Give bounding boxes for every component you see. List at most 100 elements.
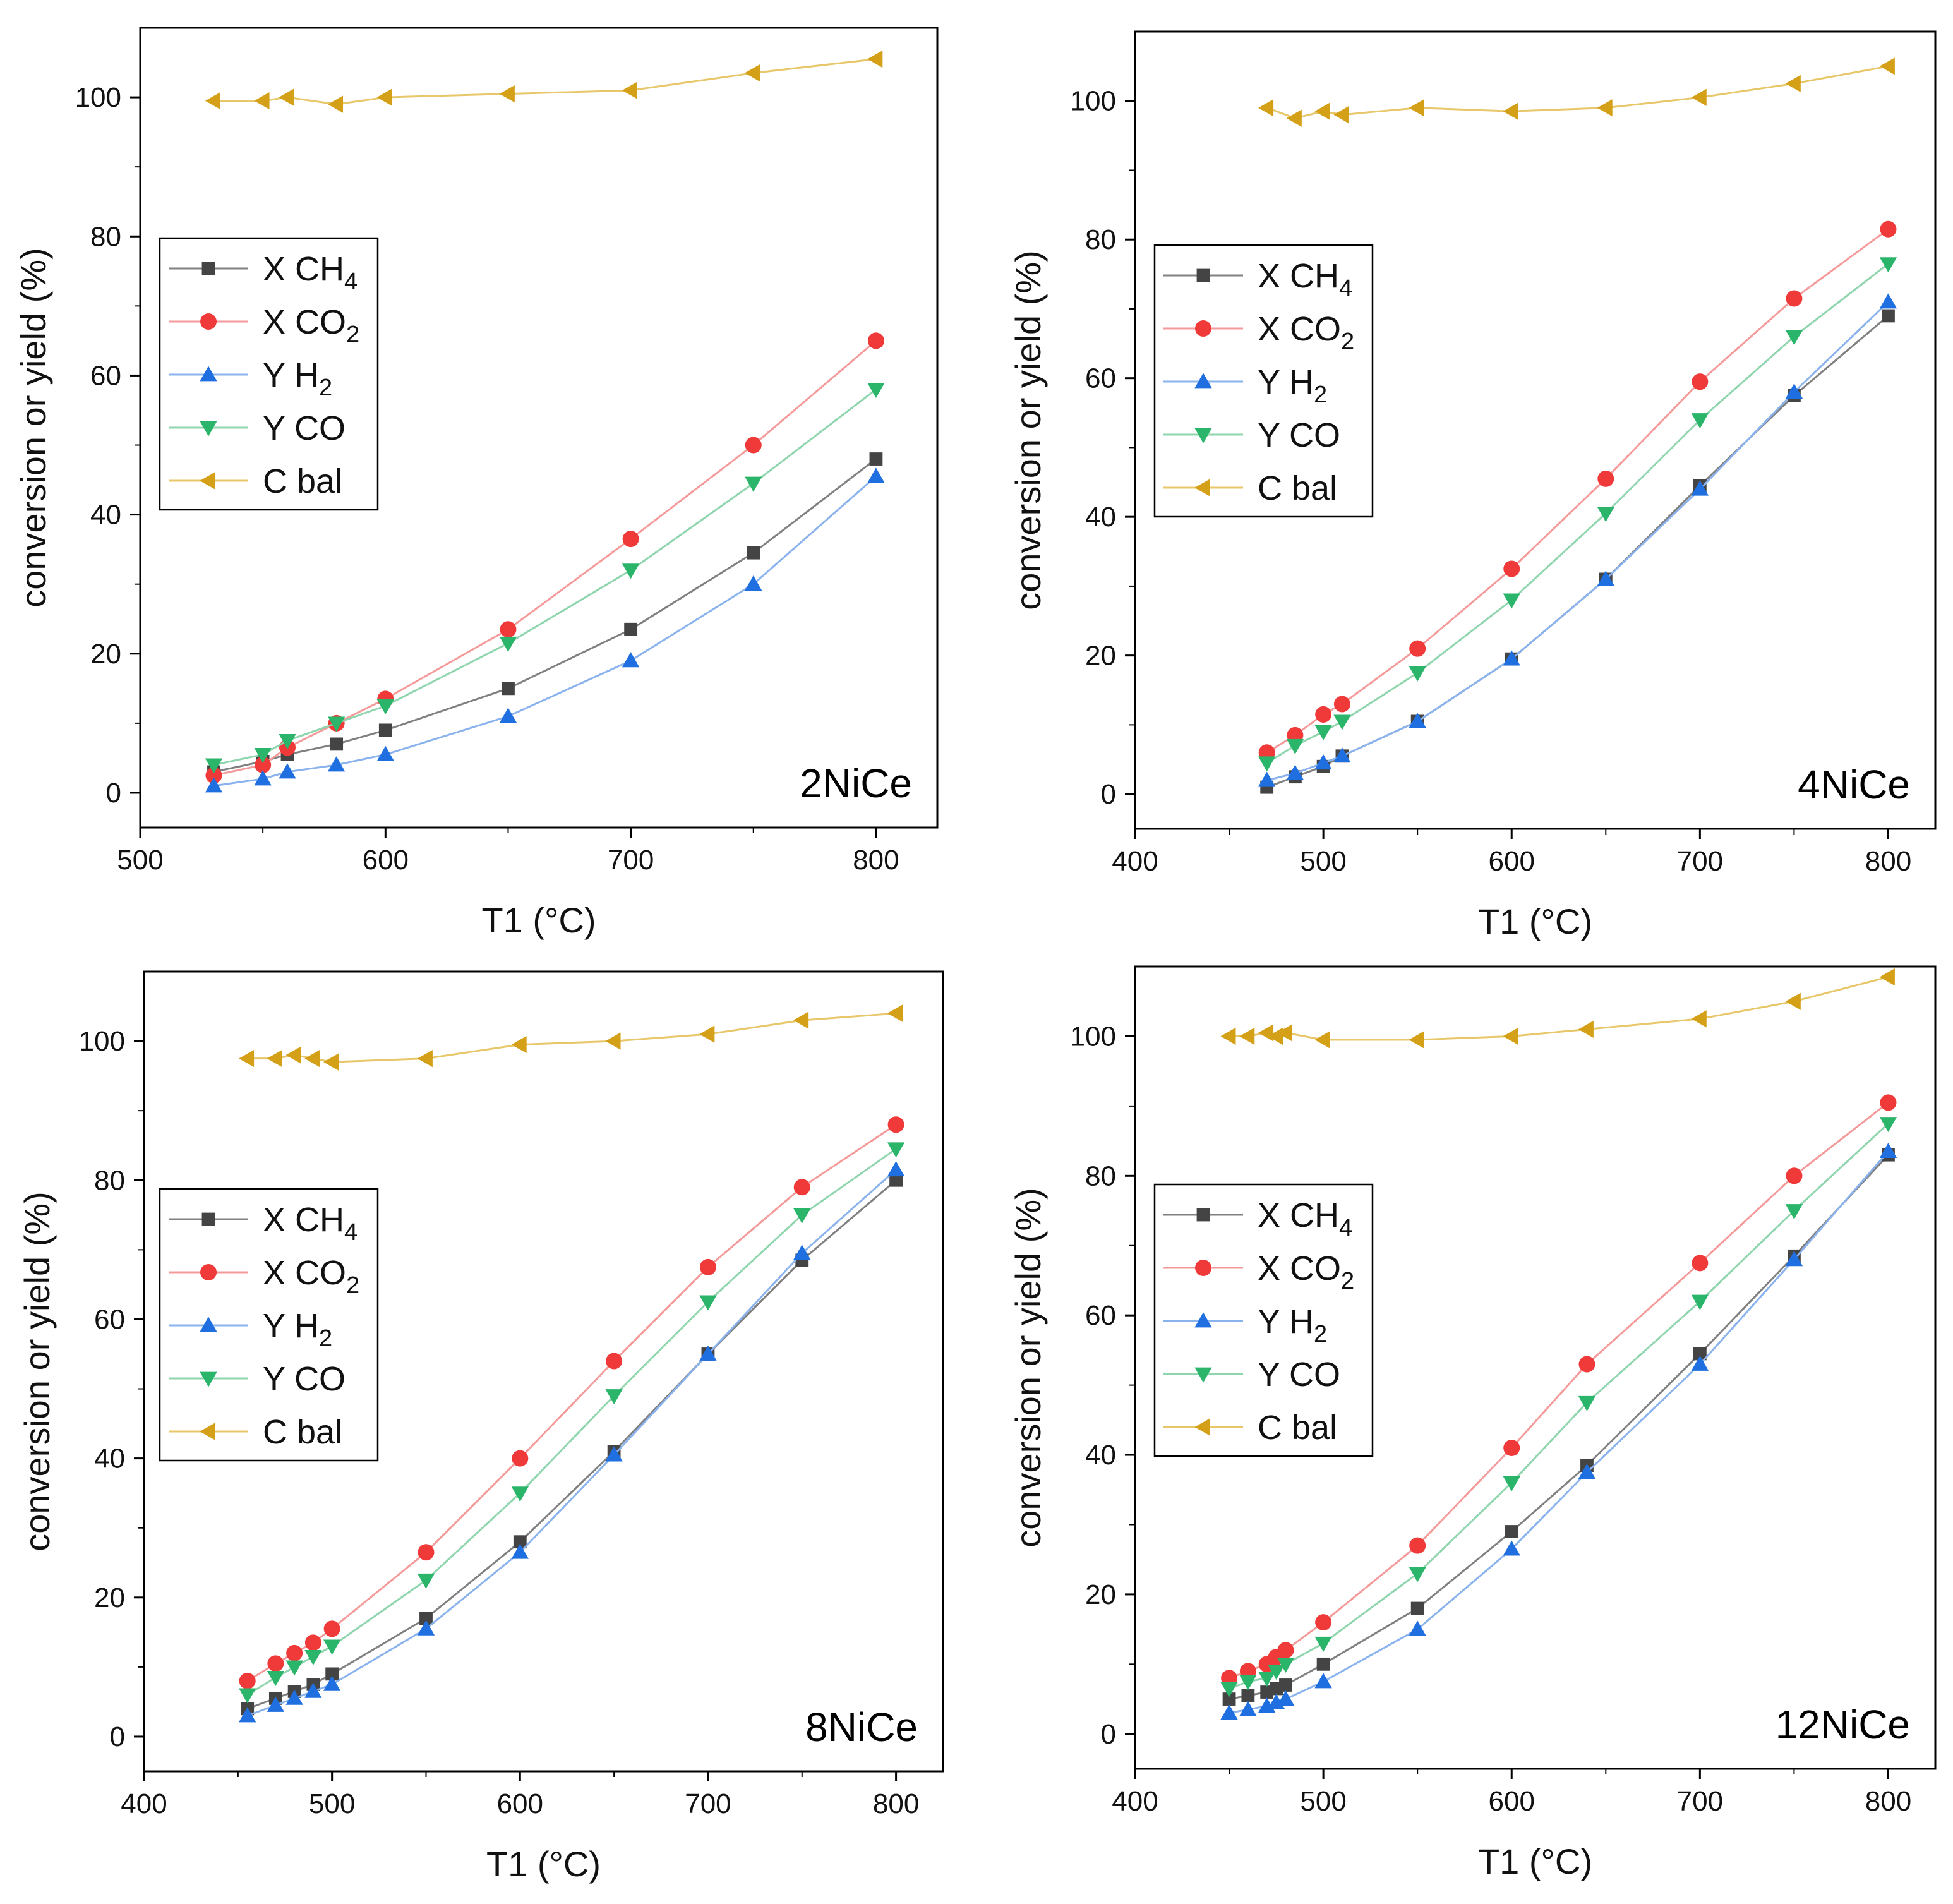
legend-marker-x_ch4 bbox=[201, 262, 215, 275]
x-tick-label: 400 bbox=[121, 1788, 167, 1819]
x-axis-title: T1 (°C) bbox=[1478, 1841, 1592, 1881]
data-point-x_ch4 bbox=[1882, 309, 1895, 323]
data-point-c_bal bbox=[285, 1046, 301, 1064]
data-point-x_ch4 bbox=[330, 737, 344, 751]
data-point-y_h2 bbox=[1409, 1620, 1426, 1636]
y-tick-label: 60 bbox=[90, 360, 121, 391]
data-point-x_ch4 bbox=[1693, 1347, 1707, 1361]
data-point-y_co bbox=[1409, 666, 1426, 682]
data-point-c_bal bbox=[1578, 1020, 1594, 1039]
data-point-y_co bbox=[254, 748, 272, 764]
data-point-x_co2 bbox=[1503, 560, 1520, 577]
x-tick-label: 800 bbox=[1865, 1786, 1911, 1817]
data-point-y_co bbox=[1220, 1682, 1238, 1697]
data-point-y_co bbox=[1578, 1395, 1596, 1411]
legend-entry-x_ch4: X CH4 bbox=[169, 1201, 358, 1246]
legend-marker-y_co bbox=[200, 421, 217, 437]
data-point-c_bal bbox=[867, 50, 883, 68]
x-tick-label: 800 bbox=[853, 845, 899, 876]
data-point-y_h2 bbox=[239, 1707, 256, 1723]
data-point-y_co bbox=[1785, 1204, 1803, 1220]
data-point-x_ch4 bbox=[419, 1612, 433, 1625]
x-tick-label: 400 bbox=[1112, 1786, 1158, 1817]
legend-label: Y H2 bbox=[263, 356, 332, 401]
panel-label: 4NiCe bbox=[1798, 762, 1910, 807]
series-x_co2 bbox=[1258, 220, 1897, 761]
data-point-c_bal bbox=[622, 81, 638, 99]
legend-marker-y_h2 bbox=[200, 366, 217, 382]
legend-label: X CH4 bbox=[263, 1201, 358, 1246]
x-tick-label: 700 bbox=[608, 845, 654, 876]
data-point-c_bal bbox=[1277, 1024, 1292, 1042]
data-point-y_co bbox=[1286, 738, 1304, 754]
data-point-y_co bbox=[285, 1660, 303, 1676]
legend-label: Y H2 bbox=[1258, 1303, 1327, 1347]
legend-label: X CO2 bbox=[263, 303, 359, 348]
data-point-y_h2 bbox=[1314, 1673, 1332, 1689]
y-axis-title: conversion or yield (%) bbox=[17, 1191, 57, 1552]
legend: X CH4 X CO2 Y H2 Y CO C bal bbox=[1153, 1183, 1374, 1457]
data-point-x_co2 bbox=[267, 1655, 284, 1672]
legend-entry-x_ch4: X CH4 bbox=[1163, 1196, 1352, 1241]
data-point-y_h2 bbox=[1785, 1251, 1803, 1267]
legend-label: X CO2 bbox=[263, 1254, 359, 1299]
data-point-y_h2 bbox=[323, 1675, 341, 1691]
x-tick-label: 800 bbox=[873, 1788, 919, 1819]
data-point-c_bal bbox=[605, 1032, 621, 1050]
data-point-c_bal bbox=[254, 92, 270, 110]
data-point-c_bal bbox=[1879, 57, 1895, 75]
legend-entry-x_co2: X CO2 bbox=[1163, 1250, 1354, 1294]
data-point-x_co2 bbox=[1333, 696, 1350, 713]
data-point-x_co2 bbox=[699, 1258, 716, 1275]
data-point-x_ch4 bbox=[889, 1173, 903, 1187]
data-point-y_co bbox=[1277, 1657, 1295, 1673]
series-c_bal bbox=[1220, 968, 1895, 1049]
y-tick-label: 20 bbox=[90, 639, 121, 670]
legend-entry-c_bal: C bal bbox=[169, 462, 342, 500]
y-tick-label: 60 bbox=[1085, 363, 1116, 394]
y-tick-label: 80 bbox=[1085, 1160, 1116, 1191]
data-point-y_co bbox=[1267, 1664, 1285, 1680]
legend: X CH4 X CO2 Y H2 Y CO C bal bbox=[1153, 244, 1374, 518]
data-point-y_co bbox=[205, 758, 223, 774]
data-point-c_bal bbox=[1258, 1024, 1274, 1042]
y-axis-title: conversion or yield (%) bbox=[13, 248, 53, 608]
y-tick-label: 20 bbox=[1085, 1579, 1116, 1610]
legend-entry-x_co2: X CO2 bbox=[169, 1254, 359, 1299]
data-point-x_co2 bbox=[1277, 1642, 1294, 1659]
series-line-c_bal bbox=[1266, 65, 1889, 119]
plot-frame bbox=[1134, 30, 1937, 830]
legend-label: C bal bbox=[263, 462, 342, 500]
data-point-x_co2 bbox=[323, 1620, 340, 1637]
legend-label: X CH4 bbox=[1258, 257, 1352, 302]
legend-entry-y_h2: Y H2 bbox=[1163, 363, 1327, 408]
y-tick-label: 100 bbox=[75, 82, 121, 113]
data-point-y_co bbox=[1333, 714, 1351, 730]
legend-marker-x_co2 bbox=[1195, 1260, 1211, 1276]
plot-frame bbox=[143, 970, 944, 1773]
legend: X CH4 X CO2 Y H2 Y CO C bal bbox=[159, 237, 379, 511]
data-point-c_bal bbox=[1691, 1010, 1707, 1028]
data-point-y_co bbox=[323, 1639, 341, 1655]
x-tick-label: 800 bbox=[1865, 846, 1911, 877]
data-point-y_co bbox=[1691, 413, 1709, 429]
x-axis-title: T1 (°C) bbox=[481, 900, 596, 940]
data-point-x_co2 bbox=[205, 767, 222, 784]
series-y_co bbox=[1258, 257, 1897, 772]
data-point-x_co2 bbox=[255, 756, 272, 773]
legend-label: C bal bbox=[1258, 1409, 1337, 1447]
data-point-y_co bbox=[1258, 1672, 1276, 1687]
data-point-c_bal bbox=[1785, 75, 1801, 92]
legend-label: X CH4 bbox=[1258, 1196, 1352, 1241]
x-tick-label: 600 bbox=[497, 1788, 543, 1819]
legend-marker-x_ch4 bbox=[1196, 268, 1210, 282]
data-point-x_ch4 bbox=[1241, 1689, 1255, 1702]
legend-label: Y CO bbox=[1258, 1356, 1340, 1394]
data-point-c_bal bbox=[1785, 992, 1801, 1010]
y-tick-label: 0 bbox=[110, 1721, 125, 1752]
data-point-y_h2 bbox=[1691, 480, 1709, 496]
data-point-y_h2 bbox=[1314, 754, 1332, 770]
data-point-c_bal bbox=[745, 64, 760, 82]
data-point-y_co bbox=[793, 1208, 811, 1224]
